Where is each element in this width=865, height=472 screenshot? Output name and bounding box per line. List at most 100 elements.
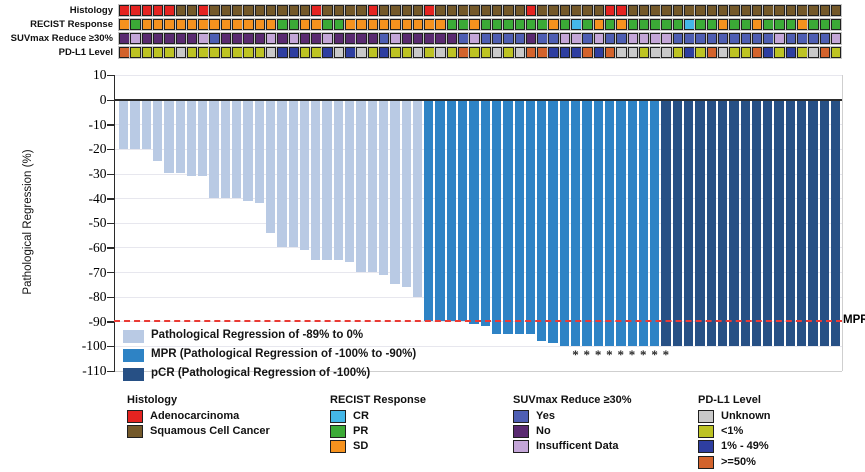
annotation-square xyxy=(321,32,334,45)
significance-asterisk: * xyxy=(651,346,658,362)
annotation-square xyxy=(750,18,764,31)
annotation-square xyxy=(298,32,312,45)
y-tick-mark xyxy=(107,99,114,101)
waterfall-bar-reg xyxy=(345,100,355,263)
annotation-square xyxy=(332,4,346,17)
annotation-square xyxy=(118,4,131,17)
annotation-square xyxy=(750,46,764,59)
waterfall-bar-pcr xyxy=(684,100,694,346)
annotation-square xyxy=(637,18,651,31)
y-axis-title: Pathological Regression (%) xyxy=(22,149,34,295)
waterfall-bar-pcr xyxy=(797,100,807,346)
annotation-square xyxy=(796,4,809,17)
legend-item-label: <1% xyxy=(721,425,744,438)
annotation-square xyxy=(310,4,323,17)
annotation-square xyxy=(298,18,312,31)
annotation-square xyxy=(457,18,470,31)
annotation-square xyxy=(671,18,685,31)
y-tick-mark xyxy=(107,370,114,372)
annotation-square xyxy=(287,32,300,45)
annotation-square xyxy=(603,18,617,31)
waterfall-bar-pcr xyxy=(661,100,671,346)
significance-asterisk: * xyxy=(640,346,647,362)
waterfall-bar-reg xyxy=(367,100,377,273)
annotation-square xyxy=(185,32,199,45)
annotation-square xyxy=(502,46,515,59)
annotation-square xyxy=(683,18,696,31)
waterfall-bar-mpr xyxy=(559,100,570,346)
annotation-square xyxy=(490,4,504,17)
significance-asterisk: * xyxy=(606,346,613,362)
annotation-square xyxy=(762,46,775,59)
annotation-square xyxy=(649,18,662,31)
annotation-square xyxy=(208,4,221,17)
waterfall-bar-pcr xyxy=(729,100,739,346)
annotation-square xyxy=(581,4,594,17)
legend-item-label: SD xyxy=(353,440,369,453)
gridline xyxy=(113,74,842,76)
mpr-line-label: MPR xyxy=(843,314,865,327)
annotation-square xyxy=(231,4,244,17)
annotation-square xyxy=(829,32,843,45)
annotation-square xyxy=(434,46,447,59)
waterfall-bar-reg xyxy=(401,100,411,287)
annotation-square xyxy=(728,32,741,45)
y-tick-mark xyxy=(107,296,114,299)
annotation-square xyxy=(716,4,730,17)
waterfall-bar-reg xyxy=(220,100,231,199)
annotation-square xyxy=(807,32,820,45)
zero-line xyxy=(113,98,842,101)
annotation-square xyxy=(242,18,255,31)
annotation-square xyxy=(377,32,391,45)
waterfall-bar-reg xyxy=(198,100,208,176)
annotation-square xyxy=(671,46,685,59)
annotation-square xyxy=(570,4,583,17)
legend-title: Histology xyxy=(127,394,178,406)
waterfall-bar-reg xyxy=(152,100,163,162)
annotation-square xyxy=(140,46,154,59)
annotation-square xyxy=(151,4,165,17)
plot-legend-label: Pathological Regression of -89% to 0% xyxy=(151,329,364,341)
y-tick-mark xyxy=(107,272,114,274)
annotation-square xyxy=(231,32,244,45)
annotation-square xyxy=(344,4,357,17)
y-tick-label: -90 xyxy=(88,313,107,329)
annotation-square xyxy=(603,4,617,17)
annotation-square xyxy=(276,32,289,45)
annotation-square xyxy=(649,4,662,17)
annotation-square xyxy=(637,32,651,45)
waterfall-bar-mpr xyxy=(593,100,603,346)
annotation-square xyxy=(547,32,560,45)
plot-legend-label: MPR (Pathological Regression of -100% to… xyxy=(151,348,417,360)
annotation-square xyxy=(197,32,210,45)
annotation-square xyxy=(649,32,662,45)
legend-title: SUVmax Reduce ≥30% xyxy=(513,394,632,406)
annotation-square xyxy=(185,46,199,59)
annotation-square xyxy=(377,4,391,17)
waterfall-bar-reg xyxy=(322,100,332,260)
annotation-square xyxy=(310,32,323,45)
significance-asterisk: * xyxy=(662,346,670,362)
y-tick-mark xyxy=(107,222,114,225)
annotation-square xyxy=(445,4,459,17)
annotation-square xyxy=(140,4,154,17)
annotation-square xyxy=(716,32,730,45)
annotation-square xyxy=(355,46,368,59)
annotation-square xyxy=(716,46,730,59)
annotation-square xyxy=(502,4,515,17)
annotation-square xyxy=(796,18,809,31)
annotation-square xyxy=(118,32,131,45)
annotation-square xyxy=(276,18,289,31)
annotation-square xyxy=(298,46,312,59)
legend-item-label: Yes xyxy=(536,410,555,422)
waterfall-bar-reg xyxy=(265,100,276,233)
waterfall-bar-reg xyxy=(209,100,219,199)
waterfall-bar-mpr xyxy=(650,100,660,346)
annotation-square xyxy=(389,32,402,45)
annotation-square xyxy=(423,46,436,59)
annotation-square xyxy=(321,18,334,31)
annotation-square xyxy=(129,32,142,45)
waterfall-bar-mpr xyxy=(638,100,649,346)
annotation-square xyxy=(683,46,696,59)
